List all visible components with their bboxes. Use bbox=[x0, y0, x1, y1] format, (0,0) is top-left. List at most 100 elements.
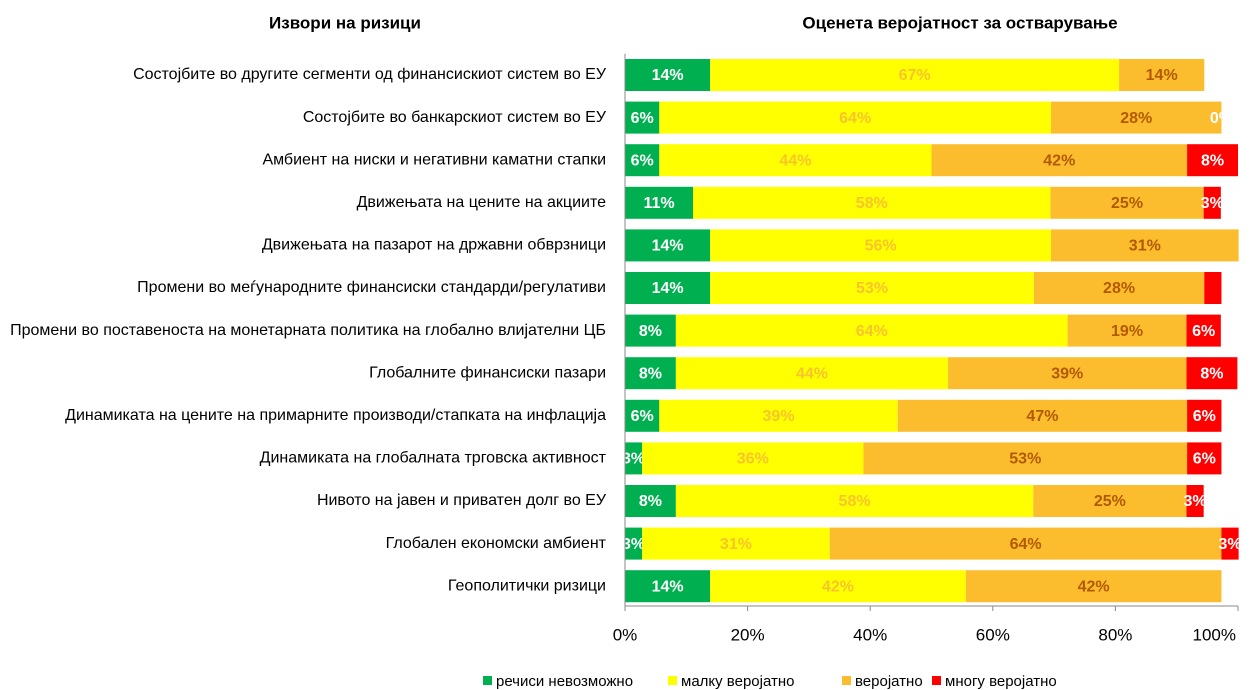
bar-segment bbox=[710, 272, 1034, 304]
bar-segment bbox=[829, 527, 1222, 560]
bar-segment bbox=[625, 229, 711, 262]
legend-label: малку веројатно bbox=[681, 673, 794, 690]
bar-segment bbox=[1033, 272, 1205, 304]
bar-segment bbox=[1186, 357, 1238, 390]
category-label: Динамиката на глобалната трговска активн… bbox=[260, 450, 607, 467]
category-label: Геополитички ризици bbox=[448, 577, 606, 594]
bar-segment bbox=[710, 570, 966, 603]
category-label: Глобален економски амбиент bbox=[386, 535, 607, 552]
value-label: 56% bbox=[865, 238, 897, 255]
category-label: Динамиката на цените на примарните произ… bbox=[65, 407, 606, 424]
value-label: 11% bbox=[643, 195, 674, 212]
value-label: 64% bbox=[856, 323, 888, 340]
x-tick-label: 40% bbox=[853, 625, 887, 644]
category-label: Движењата на цените на акциите bbox=[357, 194, 607, 211]
x-tick-label: 100% bbox=[1193, 625, 1236, 644]
value-label: 6% bbox=[1192, 323, 1215, 340]
value-label: 25% bbox=[1111, 195, 1143, 212]
category-label: Глобалните финансиски пазари bbox=[369, 364, 606, 381]
bar-segment bbox=[1033, 485, 1187, 517]
bar-segment bbox=[625, 101, 660, 134]
bar-segment bbox=[625, 399, 660, 432]
chart-title: Оценета веројатност за остварување bbox=[802, 13, 1117, 32]
legend-label: речиси невозможно bbox=[496, 673, 633, 690]
value-label: 64% bbox=[839, 110, 871, 127]
value-label: 3% bbox=[622, 536, 645, 553]
value-label: 8% bbox=[639, 323, 662, 340]
bar-segment bbox=[710, 229, 1052, 262]
bar-segment bbox=[659, 101, 1052, 134]
bar-segment bbox=[625, 570, 711, 603]
bar-segment bbox=[625, 272, 711, 304]
bar-segment bbox=[1187, 144, 1238, 177]
bar-segment bbox=[710, 59, 1120, 91]
legend-swatch bbox=[842, 676, 851, 685]
bar-segment bbox=[625, 357, 676, 390]
value-label: 8% bbox=[639, 493, 662, 510]
category-label: Амбиент на ниски и негативни каматни ста… bbox=[262, 151, 606, 168]
value-label: 8% bbox=[639, 365, 662, 382]
x-tick-label: 80% bbox=[1098, 625, 1132, 644]
bar-segment bbox=[1187, 442, 1222, 475]
value-label: 6% bbox=[1193, 451, 1216, 468]
value-label: 14% bbox=[652, 280, 684, 297]
x-tick-label: 20% bbox=[731, 625, 765, 644]
legend-label: веројатно bbox=[855, 673, 923, 690]
bar-segment bbox=[675, 357, 949, 390]
bar-segment bbox=[625, 144, 660, 177]
bar-segment bbox=[931, 144, 1188, 177]
bar-segment bbox=[642, 442, 864, 475]
value-label: 39% bbox=[1051, 365, 1083, 382]
bar-segment bbox=[965, 570, 1222, 603]
bar-segment bbox=[659, 144, 932, 177]
value-label: 3% bbox=[1218, 536, 1241, 553]
category-title: Извори на ризици bbox=[269, 13, 421, 32]
value-label: 6% bbox=[631, 110, 654, 127]
category-label: Движењата на пазарот на државни обврзниц… bbox=[262, 237, 606, 254]
bar-segment bbox=[1186, 485, 1204, 517]
bar-segment bbox=[625, 314, 676, 347]
category-label: Нивото на јавен и приватен долг во ЕУ bbox=[317, 492, 607, 509]
value-label: 36% bbox=[737, 451, 769, 468]
legend-swatch bbox=[932, 676, 941, 685]
value-label: 3% bbox=[1184, 493, 1207, 510]
category-label: Состојбите во другите сегменти од финанс… bbox=[133, 66, 607, 83]
category-label: Промени во поставеноста на монетарната п… bbox=[10, 322, 606, 339]
value-label: 6% bbox=[631, 152, 654, 169]
bar-segment bbox=[625, 186, 694, 219]
bar-segment bbox=[1051, 229, 1239, 262]
bar-segment bbox=[1204, 272, 1222, 304]
value-label: 28% bbox=[1120, 110, 1152, 127]
bar-segment bbox=[863, 442, 1188, 475]
value-label: 6% bbox=[631, 408, 654, 425]
bar-segment bbox=[625, 59, 711, 91]
bar-segment bbox=[625, 442, 643, 475]
bar-segment bbox=[625, 485, 676, 517]
bar-segment bbox=[693, 186, 1051, 219]
value-label: 14% bbox=[652, 238, 684, 255]
legend-swatch bbox=[668, 676, 677, 685]
value-label: 44% bbox=[779, 152, 811, 169]
value-label: 14% bbox=[1146, 67, 1178, 84]
bar-segment bbox=[1050, 186, 1204, 219]
value-label: 19% bbox=[1111, 323, 1143, 340]
category-label: Состојбите во банкарскиот систем во ЕУ bbox=[303, 109, 607, 126]
value-label: 42% bbox=[1043, 152, 1075, 169]
bar-segment bbox=[1221, 527, 1239, 560]
value-label: 25% bbox=[1094, 493, 1126, 510]
value-label: 42% bbox=[1078, 578, 1110, 595]
value-label: 8% bbox=[1201, 152, 1224, 169]
bar-segment bbox=[1203, 186, 1221, 219]
x-tick-label: 0% bbox=[613, 625, 638, 644]
value-label: 39% bbox=[763, 408, 795, 425]
bar-segment bbox=[675, 485, 1034, 517]
bar-segment bbox=[897, 399, 1188, 432]
bar-segment bbox=[659, 399, 898, 432]
value-label: 47% bbox=[1026, 408, 1058, 425]
value-label: 53% bbox=[856, 280, 888, 297]
value-label: 42% bbox=[822, 578, 854, 595]
value-label: 53% bbox=[1009, 451, 1041, 468]
bar-segment bbox=[642, 527, 830, 560]
value-label: 67% bbox=[899, 67, 931, 84]
